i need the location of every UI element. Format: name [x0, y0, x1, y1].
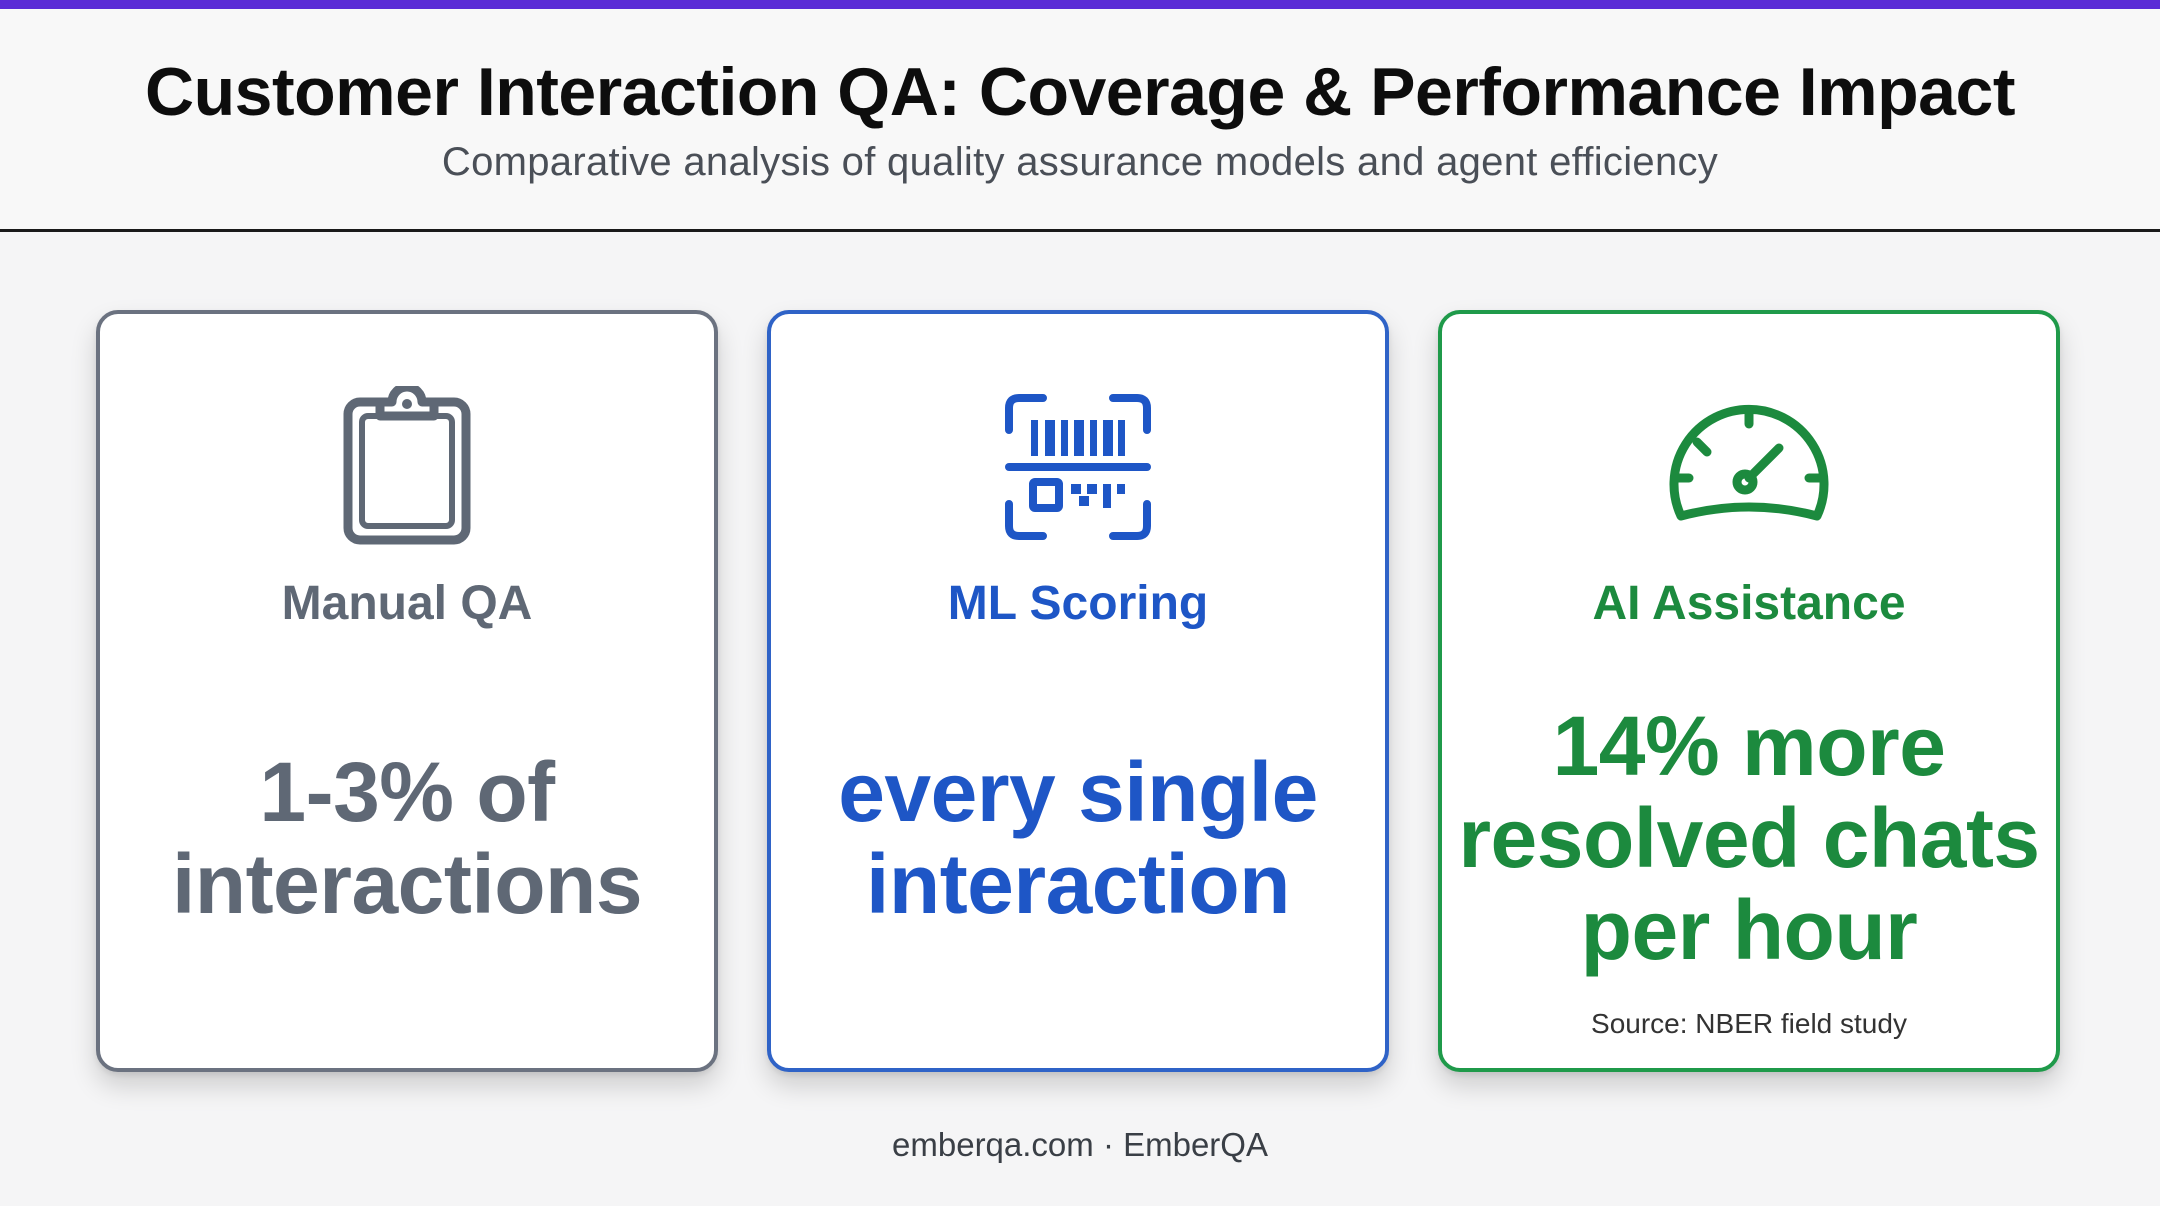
metric-line: interactions [171, 837, 643, 931]
card-title-ml-scoring: ML Scoring [947, 577, 1209, 630]
metric-line: 14% more [1552, 699, 1946, 793]
page-subtitle: Comparative analysis of quality assuranc… [441, 140, 1719, 184]
card-ai-assistance: AI Assistance 14% more resolved chats pe… [1438, 310, 2060, 1072]
metric-ml-scoring: every single interaction [781, 746, 1375, 930]
speedometer-icon [1667, 398, 1831, 533]
card-title-ai-assistance: AI Assistance [1592, 577, 1906, 630]
source-note: Source: NBER field study [1591, 1008, 1907, 1039]
header: Customer Interaction QA: Coverage & Perf… [0, 9, 2160, 232]
metric-line: 1-3% of [259, 745, 555, 839]
barcode-scanner-icon [1003, 392, 1153, 547]
page-title: Customer Interaction QA: Coverage & Perf… [145, 54, 2015, 130]
card-ml-scoring: ML Scoring every single interaction [767, 310, 1389, 1072]
metric-line: interaction [866, 837, 1290, 931]
metric-line: every single [838, 745, 1318, 839]
metric-manual-qa: 1-3% of interactions [110, 746, 704, 930]
metric-line: per hour [1580, 883, 1918, 977]
metric-ai-assistance: 14% more resolved chats per hour [1452, 700, 2046, 976]
clipboard-icon [342, 382, 472, 551]
card-title-manual-qa: Manual QA [281, 577, 533, 630]
card-manual-qa: Manual QA 1-3% of interactions [96, 310, 718, 1072]
accent-bar [0, 0, 2160, 9]
metric-line: resolved chats [1458, 791, 2040, 885]
footer-credit: emberqa.com · EmberQA [892, 1126, 1268, 1163]
